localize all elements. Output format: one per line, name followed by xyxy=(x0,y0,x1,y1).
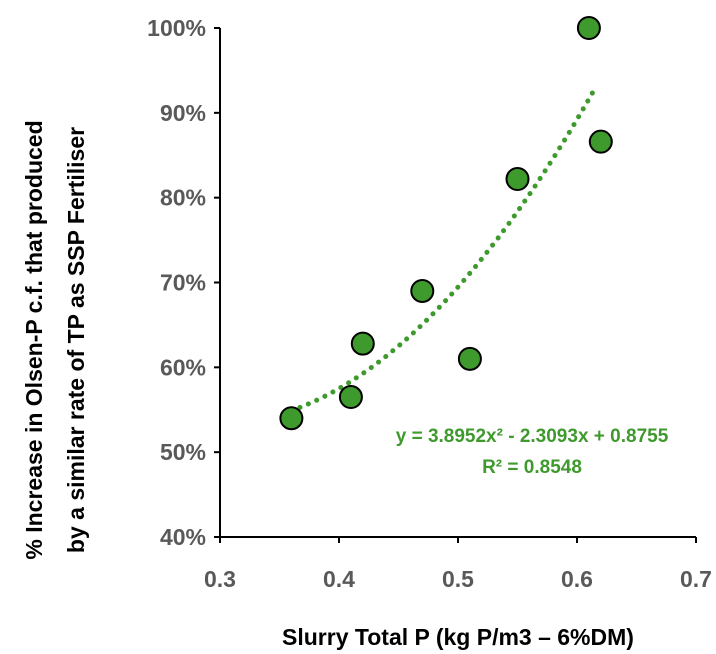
data-point xyxy=(457,346,482,371)
data-point xyxy=(338,385,363,410)
y-tick-label: 70% xyxy=(160,270,206,296)
data-point xyxy=(576,16,601,40)
trendline-group xyxy=(288,86,598,414)
x-axis-title: Slurry Total P (kg P/m3 – 6%DM) xyxy=(282,624,634,650)
x-tick-labels: 0.3 0.4 0.5 0.6 0.7 xyxy=(204,537,712,592)
trendline xyxy=(288,86,598,414)
y-tick-label: 40% xyxy=(160,524,206,550)
y-tick-label: 50% xyxy=(160,439,206,465)
x-tick-label: 0.3 xyxy=(204,566,236,592)
y-tick-label: 90% xyxy=(160,100,206,126)
data-point xyxy=(588,129,613,154)
x-tick-label: 0.4 xyxy=(323,566,355,592)
r-squared-label: R² = 0.8548 xyxy=(482,457,582,478)
data-point xyxy=(410,278,435,303)
y-axis-title-line2: by a similar rate of TP as SSP Fertilise… xyxy=(63,127,89,553)
data-points xyxy=(279,16,613,431)
y-tick-label: 100% xyxy=(147,15,206,41)
x-tick-label: 0.7 xyxy=(680,566,712,592)
data-point xyxy=(350,331,375,356)
trendline-equation: y = 3.8952x² - 2.3093x + 0.8755 xyxy=(396,426,669,447)
data-point xyxy=(505,167,530,192)
axes xyxy=(219,28,696,538)
y-tick-label: 60% xyxy=(160,354,206,380)
x-tick-label: 0.6 xyxy=(561,566,593,592)
x-tick-label: 0.5 xyxy=(442,566,474,592)
y-tick-label: 80% xyxy=(160,185,206,211)
y-tick-labels: 40% 50% 60% 70% 80% 90% 100% xyxy=(147,15,220,550)
data-point xyxy=(279,406,304,431)
y-axis-title: % Increase in Olsen-P c.f. that produced… xyxy=(21,120,89,559)
y-axis-title-line1: % Increase in Olsen-P c.f. that produced xyxy=(21,120,47,559)
